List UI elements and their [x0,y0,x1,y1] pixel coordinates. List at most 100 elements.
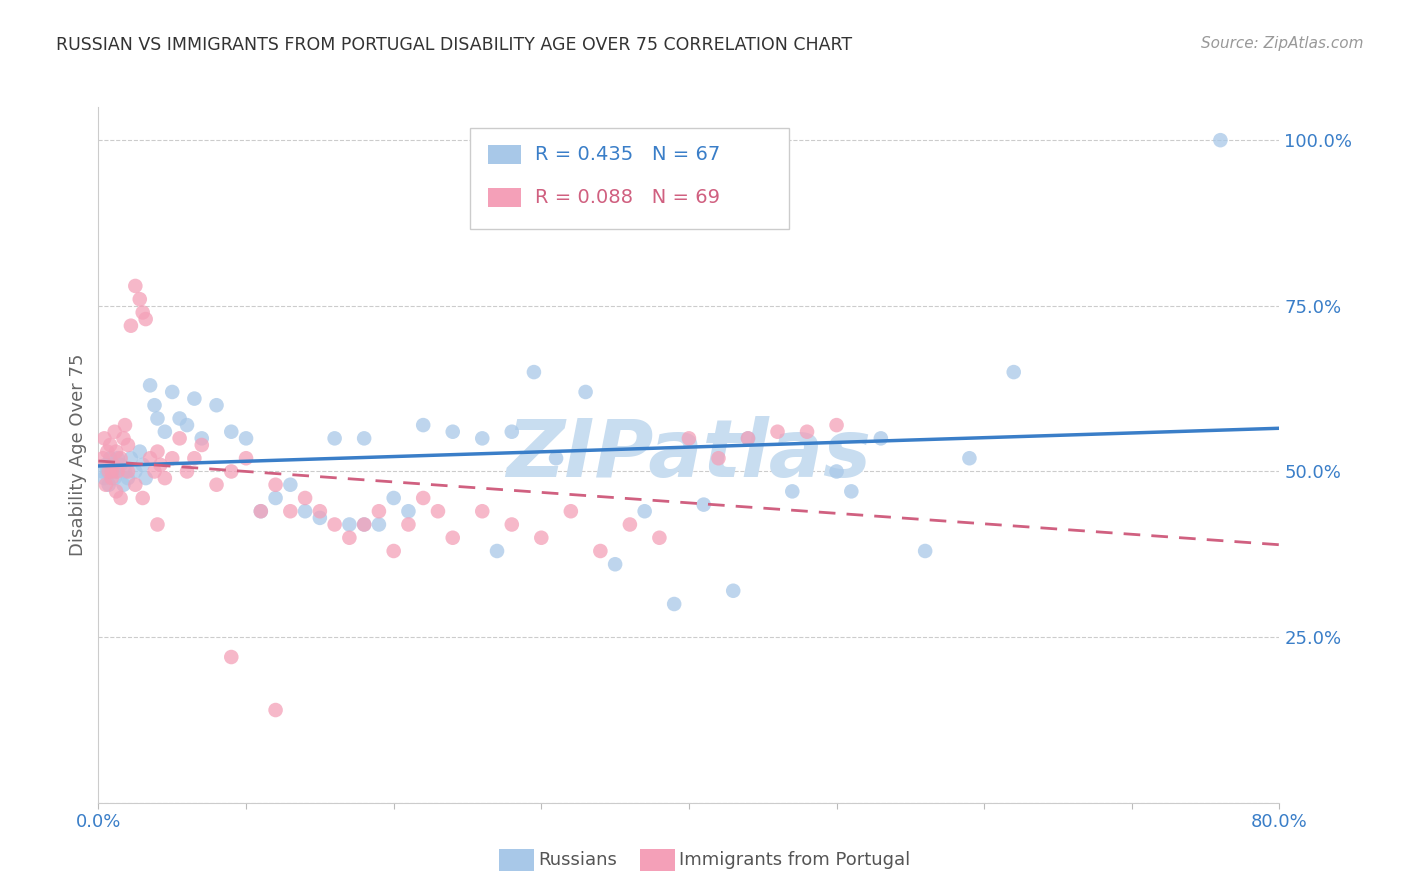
Point [205,398,228,412]
Point [501,517,523,532]
Point [412,418,434,433]
Point [112,477,135,491]
Text: Source: ZipAtlas.com: Source: ZipAtlas.com [1201,36,1364,51]
Point [782,484,804,499]
Point [139,451,162,466]
Point [546,451,568,466]
Point [176,465,198,479]
Point [104,471,127,485]
Point [112,431,135,445]
Point [91,465,114,479]
Point [110,491,132,505]
Point [105,484,128,499]
Text: RUSSIAN VS IMMIGRANTS FROM PORTUGAL DISABILITY AGE OVER 75 CORRELATION CHART: RUSSIAN VS IMMIGRANTS FROM PORTUGAL DISA… [56,36,852,54]
Point [560,504,582,518]
Point [135,312,157,326]
Point [120,451,142,466]
Point [91,451,114,466]
Point [96,465,118,479]
Point [664,597,686,611]
Point [368,504,391,518]
Point [183,392,205,406]
Y-axis label: Disability Age Over 75: Disability Age Over 75 [69,353,87,557]
Point [110,451,132,466]
Point [737,431,759,445]
Point [105,444,128,458]
Point [278,504,302,518]
Point [323,431,346,445]
Point [382,544,405,558]
Point [264,477,287,491]
Text: R = 0.088   N = 69: R = 0.088 N = 69 [536,188,720,207]
Point [104,425,127,439]
Point [250,504,273,518]
Point [574,384,596,399]
Point [117,438,139,452]
Point [530,133,553,147]
Point [619,517,641,532]
Point [146,444,169,458]
Point [143,398,166,412]
Point [959,451,981,466]
Point [1209,133,1232,147]
Point [471,504,494,518]
Point [471,431,494,445]
Point [678,431,700,445]
Point [250,504,273,518]
Point [114,418,136,433]
Point [825,465,848,479]
Point [501,425,523,439]
Point [107,465,129,479]
Point [183,451,205,466]
Point [132,458,155,472]
Point [605,558,627,572]
Point [149,458,172,472]
Point [219,465,242,479]
Point [737,431,759,445]
Point [766,425,789,439]
Point [382,491,405,505]
Point [825,418,848,433]
FancyBboxPatch shape [488,145,522,164]
Point [96,444,118,458]
Point [169,431,191,445]
Point [191,431,214,445]
Point [98,438,121,452]
Point [412,491,434,505]
Point [162,451,183,466]
Point [153,471,176,485]
FancyBboxPatch shape [488,187,522,207]
Point [1002,365,1025,379]
Point [110,458,132,472]
Point [353,431,375,445]
Point [97,465,120,479]
Point [869,431,891,445]
Point [146,517,169,532]
Point [396,517,419,532]
Point [103,458,125,472]
Point [100,471,122,485]
Point [100,465,122,479]
Point [353,517,375,532]
Point [235,431,257,445]
Point [264,703,287,717]
Point [205,477,228,491]
Point [723,583,745,598]
Point [146,411,169,425]
Point [94,477,117,491]
Point [309,504,332,518]
Point [523,365,546,379]
Point [353,517,375,532]
Point [707,451,730,466]
Point [323,517,346,532]
Point [153,425,176,439]
Point [219,425,242,439]
Point [117,471,139,485]
Point [135,471,157,485]
Point [648,531,671,545]
Point [278,477,302,491]
Point [124,477,146,491]
Point [486,544,509,558]
Point [176,418,198,433]
Point [162,384,183,399]
